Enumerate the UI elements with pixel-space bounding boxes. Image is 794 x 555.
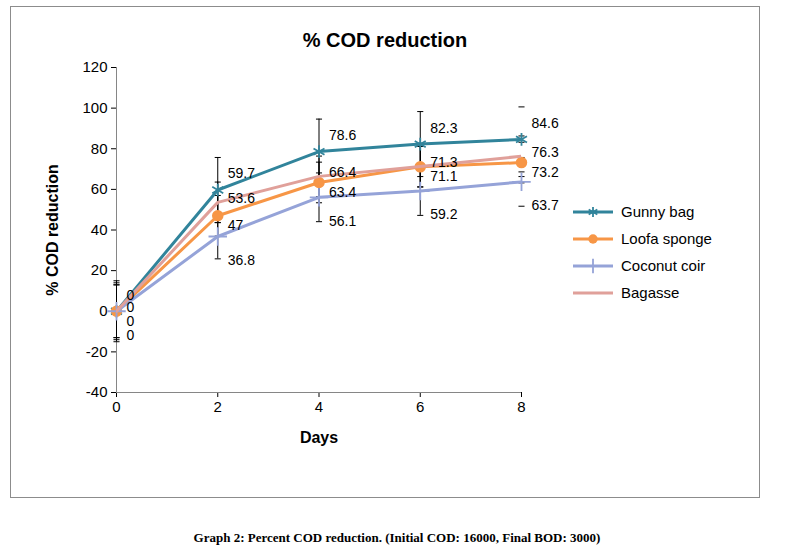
- svg-text:120: 120: [82, 58, 107, 75]
- svg-text:71.3: 71.3: [430, 154, 457, 170]
- svg-text:82.3: 82.3: [430, 120, 457, 136]
- svg-text:59.7: 59.7: [228, 165, 255, 181]
- svg-text:80: 80: [91, 140, 108, 157]
- svg-text:56.1: 56.1: [329, 213, 356, 229]
- html-text:Loofa sponge: Loofa sponge: [621, 230, 712, 247]
- svg-text:76.3: 76.3: [532, 144, 559, 160]
- svg-text:6: 6: [416, 398, 424, 415]
- svg-text:36.8: 36.8: [228, 252, 255, 268]
- svg-text:% COD reduction: % COD reduction: [44, 164, 61, 296]
- svg-text:-40: -40: [86, 383, 108, 400]
- svg-text:59.2: 59.2: [430, 206, 457, 222]
- html-text:Bagasse: Bagasse: [621, 284, 680, 301]
- html-text:Graph 2: Percent COD reduction: Graph 2: Percent COD reduction. (Initial…: [193, 530, 601, 545]
- svg-text:40: 40: [91, 221, 108, 238]
- svg-text:73.2: 73.2: [532, 164, 559, 180]
- svg-text:Days: Days: [300, 429, 338, 446]
- svg-text:63.7: 63.7: [532, 197, 559, 213]
- svg-text:63.4: 63.4: [329, 184, 356, 200]
- svg-text:66.4: 66.4: [329, 164, 356, 180]
- html-text:Gunny bag: Gunny bag: [621, 203, 695, 220]
- svg-text:47: 47: [228, 217, 244, 233]
- svg-text:84.6: 84.6: [532, 115, 559, 131]
- svg-text:100: 100: [82, 99, 107, 116]
- svg-text:60: 60: [91, 180, 108, 197]
- svg-text:78.6: 78.6: [329, 127, 356, 143]
- svg-text:0: 0: [127, 299, 135, 315]
- svg-text:2: 2: [214, 398, 222, 415]
- svg-text:4: 4: [315, 398, 323, 415]
- svg-text:53.6: 53.6: [228, 190, 255, 206]
- svg-text:0: 0: [126, 312, 135, 329]
- html-text:% COD reduction: % COD reduction: [302, 29, 468, 51]
- html-text:Coconut coir: Coconut coir: [621, 257, 706, 274]
- svg-text:0: 0: [99, 302, 107, 319]
- svg-text:0: 0: [127, 327, 135, 343]
- svg-text:8: 8: [517, 398, 525, 415]
- svg-text:0: 0: [126, 286, 135, 303]
- svg-text:71.1: 71.1: [430, 168, 457, 184]
- svg-text:-20: -20: [86, 343, 108, 360]
- svg-text:20: 20: [91, 261, 108, 278]
- svg-text:0: 0: [112, 398, 120, 415]
